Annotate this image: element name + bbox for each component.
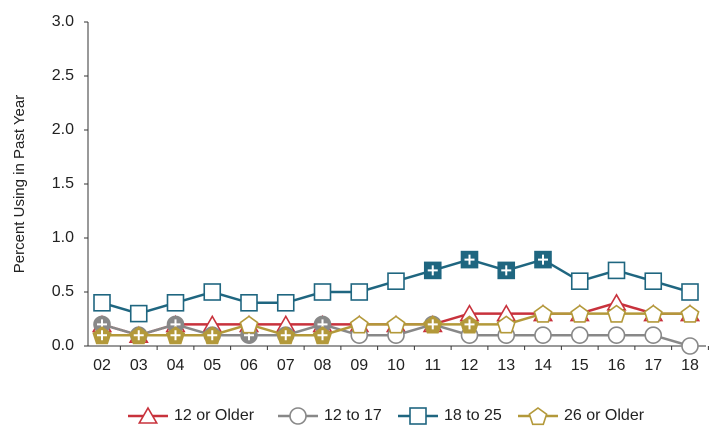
- legend-marker: [289, 407, 307, 425]
- legend-marker: [528, 407, 548, 426]
- data-point: [276, 293, 295, 312]
- y-tick-label: 2.0: [52, 121, 74, 138]
- data-point: [570, 304, 590, 323]
- data-point: [386, 315, 406, 334]
- x-tick-label: 14: [534, 357, 552, 374]
- significance-plus: [97, 330, 107, 341]
- significance-plus: [207, 330, 218, 341]
- y-tick-label: 0.0: [52, 337, 74, 354]
- data-point: [570, 272, 589, 291]
- x-tick-label: 18: [681, 357, 699, 374]
- significance-plus: [427, 319, 438, 330]
- data-point: [570, 326, 589, 345]
- significance-plus: [501, 265, 512, 276]
- data-point: [644, 326, 663, 345]
- x-tick-label: 09: [350, 357, 368, 374]
- data-point: [496, 315, 516, 334]
- x-tick-label: 03: [130, 357, 148, 374]
- significance-plus: [170, 330, 181, 341]
- significance-plus: [317, 330, 328, 341]
- data-point: [387, 272, 405, 291]
- x-tick-label: 10: [387, 357, 405, 374]
- legend-label: 12 or Older: [174, 407, 255, 424]
- data-point: [644, 272, 663, 291]
- data-point: [349, 315, 369, 334]
- x-tick-label: 15: [571, 357, 589, 374]
- data-point: [203, 283, 222, 301]
- y-tick-label: 1.0: [52, 229, 74, 246]
- significance-plus: [427, 265, 438, 276]
- x-tick-label: 12: [461, 357, 479, 374]
- data-point: [606, 304, 627, 323]
- significance-plus: [464, 254, 475, 265]
- x-tick-label: 11: [424, 357, 441, 374]
- legend-marker: [137, 406, 159, 424]
- significance-plus: [538, 254, 548, 265]
- data-point: [680, 304, 700, 323]
- data-point: [607, 261, 626, 280]
- data-point: [129, 304, 148, 323]
- data-point: [240, 293, 258, 312]
- x-tick-label: 05: [203, 357, 221, 374]
- data-point: [607, 326, 626, 345]
- data-point: [93, 293, 111, 312]
- significance-plus: [280, 330, 291, 341]
- data-point: [166, 293, 185, 312]
- x-tick-label: 08: [314, 357, 332, 374]
- data-point: [350, 283, 369, 301]
- x-tick-label: 04: [167, 357, 185, 374]
- y-axis-label: Percent Using in Past Year: [11, 95, 28, 273]
- x-tick-label: 17: [644, 357, 662, 374]
- data-point: [313, 283, 332, 301]
- legend-label: 18 to 25: [444, 407, 502, 424]
- data-point: [534, 326, 552, 345]
- data-point: [239, 315, 259, 334]
- legend-marker: [409, 407, 427, 425]
- data-point: [533, 304, 553, 323]
- data-point: [681, 337, 699, 355]
- data-point: [681, 283, 699, 301]
- x-tick-label: 02: [93, 357, 111, 374]
- x-tick-label: 13: [497, 357, 515, 374]
- significance-plus: [133, 330, 144, 341]
- data-point: [643, 304, 663, 323]
- y-tick-label: 1.5: [52, 175, 74, 192]
- legend-label: 26 or Older: [564, 407, 645, 424]
- y-tick-label: 2.5: [52, 67, 74, 84]
- x-tick-label: 06: [240, 357, 258, 374]
- x-tick-label: 16: [608, 357, 626, 374]
- y-tick-label: 0.5: [52, 283, 74, 300]
- legend-label: 12 to 17: [324, 407, 382, 424]
- significance-plus: [464, 319, 475, 330]
- x-tick-label: 07: [277, 357, 295, 374]
- y-tick-label: 3.0: [52, 13, 74, 30]
